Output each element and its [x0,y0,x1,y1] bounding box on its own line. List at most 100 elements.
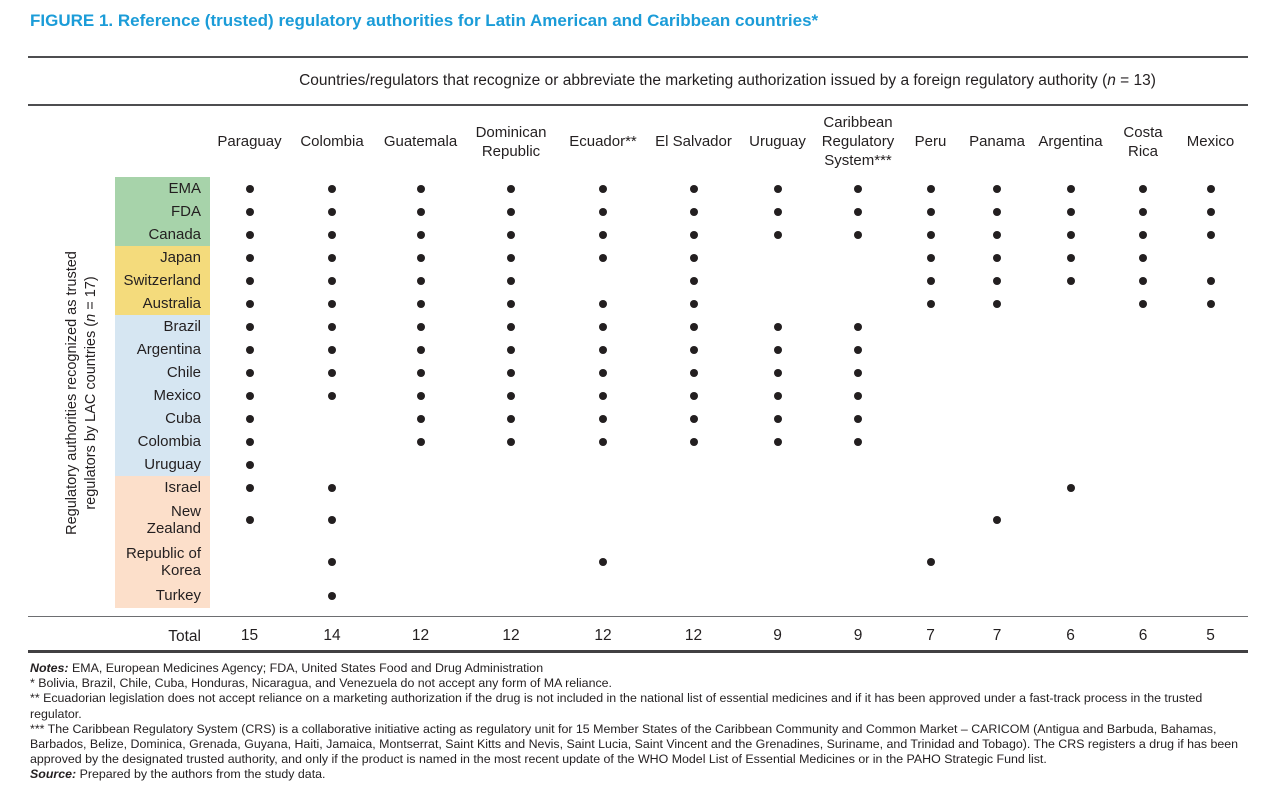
matrix-cell [1110,223,1176,246]
dot-marker [854,322,862,331]
column-header: Guatemala [383,133,458,150]
matrix-cell [898,476,963,499]
dot-marker [245,184,254,193]
dot-marker [773,322,782,331]
matrix-cell [650,361,737,384]
matrix-cell [556,177,650,200]
matrix-cell [1176,315,1245,338]
matrix-cell [1176,292,1245,315]
dot-marker [689,414,698,423]
dot-marker [245,368,254,377]
matrix-cell [818,338,898,361]
matrix-cell [466,476,556,499]
matrix-cell [375,499,466,541]
dot-marker [599,437,607,446]
matrix-cell [737,338,818,361]
row-label: Canada [115,223,210,246]
matrix-cell [963,384,1031,407]
matrix-cell [210,361,289,384]
matrix-cell [963,246,1031,269]
column-header: Ecuador** [569,133,637,150]
dot-marker [854,437,862,446]
matrix-cell [650,499,737,541]
matrix-cell [210,476,289,499]
n-variable: n [83,313,99,322]
matrix-cell [210,223,289,246]
matrix-cell [963,338,1031,361]
matrix-cell [650,223,737,246]
column-total: 7 [992,627,1002,644]
dot-marker [773,437,782,446]
matrix-cell [289,384,375,407]
matrix-cell [818,499,898,541]
dot-marker [245,391,254,400]
matrix-cell [1176,541,1245,583]
matrix-cell [1031,292,1110,315]
dot-marker [599,207,607,216]
matrix-cell [1176,430,1245,453]
matrix-cell [650,583,737,608]
matrix-cell [1110,499,1176,541]
matrix-cell [289,476,375,499]
matrix-cell [1031,384,1110,407]
dot-marker [689,368,698,377]
matrix-cell [556,361,650,384]
dot-marker [854,230,862,239]
note-label: Notes: [30,661,69,675]
matrix-cell [375,453,466,476]
matrix-cell [1031,223,1110,246]
dot-marker [1066,253,1075,262]
dot-marker [328,184,336,193]
row-label: Cuba [115,407,210,430]
matrix-cell [898,430,963,453]
matrix-cell [210,315,289,338]
dot-marker [854,414,862,423]
matrix-cell [466,177,556,200]
matrix-cell [650,269,737,292]
dot-marker [854,184,862,193]
row-label: Colombia [115,430,210,453]
matrix-cell [556,269,650,292]
dot-marker [854,391,862,400]
row-label: FDA [115,200,210,223]
matrix-cell [556,246,650,269]
column-header: Paraguay [217,133,282,150]
matrix-cell [650,177,737,200]
matrix-cell [650,315,737,338]
matrix-cell [963,541,1031,583]
dot-marker [689,276,698,285]
dot-marker [773,345,782,354]
dot-marker [328,322,336,331]
matrix-cell [1176,384,1245,407]
row-label: Argentina [115,338,210,361]
matrix-cell [375,541,466,583]
matrix-cell [737,269,818,292]
matrix-cell [466,430,556,453]
dot-marker [993,230,1001,239]
matrix-cell [1110,292,1176,315]
matrix-cell [650,292,737,315]
matrix-cell [1110,583,1176,608]
matrix-cell [1110,246,1176,269]
dot-marker [599,368,607,377]
dot-marker [993,253,1001,262]
row-label: Republic of Korea [115,541,210,583]
column-total: 14 [323,627,341,644]
column-total: 7 [926,627,935,644]
note-line: * Bolivia, Brazil, Chile, Cuba, Honduras… [30,676,1248,691]
dot-marker [507,207,515,216]
note-label: Source: [30,767,77,782]
dot-matrix: EMA FDA Canada Japan Switzerland Australia Bra… [115,177,1245,608]
dot-marker [507,345,515,354]
dot-marker [599,184,607,193]
matrix-cell [898,407,963,430]
matrix-cell [1176,177,1245,200]
dot-marker [1139,230,1147,239]
dot-marker [328,558,336,566]
matrix-cell [466,200,556,223]
dot-marker [689,253,698,262]
dot-marker [689,345,698,354]
column-header: Costa Rica [1123,123,1163,160]
matrix-cell [898,223,963,246]
divider-under-header [28,104,1248,106]
